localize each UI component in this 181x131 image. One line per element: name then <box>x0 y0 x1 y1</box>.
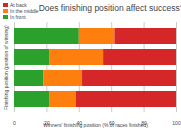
html-text:At back: At back <box>10 2 27 8</box>
svg-text:100: 100 <box>172 120 181 126</box>
html-text:In the middle: In the middle <box>10 8 39 14</box>
svg-text:0: 0 <box>13 120 16 126</box>
svg-text:Winners' finishing position (%: Winners' finishing position (% of races … <box>43 122 148 128</box>
html-text:In front: In front <box>10 14 26 20</box>
svg-text:Finishing position (position o: Finishing position (position of winning) <box>3 25 9 110</box>
